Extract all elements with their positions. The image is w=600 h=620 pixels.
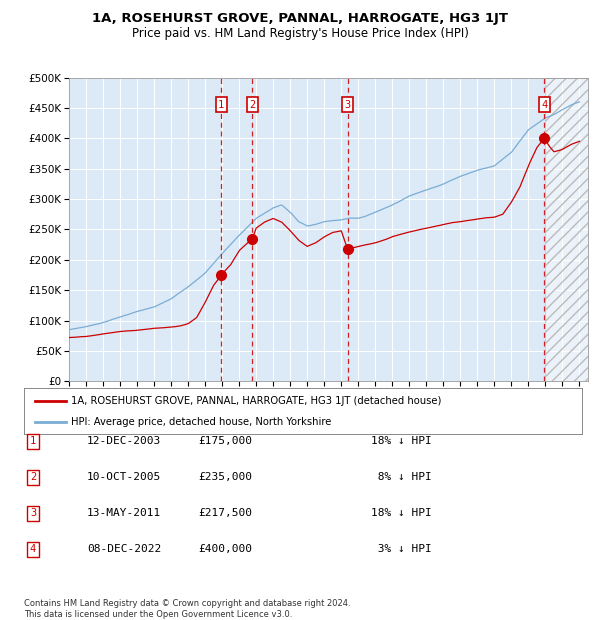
Text: Price paid vs. HM Land Registry's House Price Index (HPI): Price paid vs. HM Land Registry's House …: [131, 27, 469, 40]
Text: HPI: Average price, detached house, North Yorkshire: HPI: Average price, detached house, Nort…: [71, 417, 332, 427]
Text: 18% ↓ HPI: 18% ↓ HPI: [371, 436, 432, 446]
Text: 1A, ROSEHURST GROVE, PANNAL, HARROGATE, HG3 1JT (detached house): 1A, ROSEHURST GROVE, PANNAL, HARROGATE, …: [71, 396, 442, 407]
Text: 1: 1: [218, 100, 224, 110]
Text: 3: 3: [30, 508, 36, 518]
Text: 12-DEC-2003: 12-DEC-2003: [87, 436, 161, 446]
Text: 2: 2: [30, 472, 36, 482]
Text: 1: 1: [30, 436, 36, 446]
Text: Contains HM Land Registry data © Crown copyright and database right 2024.
This d: Contains HM Land Registry data © Crown c…: [24, 600, 350, 619]
Text: 10-OCT-2005: 10-OCT-2005: [87, 472, 161, 482]
Text: £175,000: £175,000: [198, 436, 252, 446]
Text: 13-MAY-2011: 13-MAY-2011: [87, 508, 161, 518]
Text: 3% ↓ HPI: 3% ↓ HPI: [371, 544, 432, 554]
Text: 2: 2: [250, 100, 256, 110]
Text: 18% ↓ HPI: 18% ↓ HPI: [371, 508, 432, 518]
Text: 4: 4: [30, 544, 36, 554]
Text: £217,500: £217,500: [198, 508, 252, 518]
Text: £400,000: £400,000: [198, 544, 252, 554]
Bar: [545, 78, 588, 381]
Text: 1A, ROSEHURST GROVE, PANNAL, HARROGATE, HG3 1JT: 1A, ROSEHURST GROVE, PANNAL, HARROGATE, …: [92, 12, 508, 25]
Text: 08-DEC-2022: 08-DEC-2022: [87, 544, 161, 554]
Text: £235,000: £235,000: [198, 472, 252, 482]
Text: 4: 4: [541, 100, 547, 110]
Text: 8% ↓ HPI: 8% ↓ HPI: [371, 472, 432, 482]
Bar: [545, 78, 588, 381]
Text: 3: 3: [344, 100, 350, 110]
